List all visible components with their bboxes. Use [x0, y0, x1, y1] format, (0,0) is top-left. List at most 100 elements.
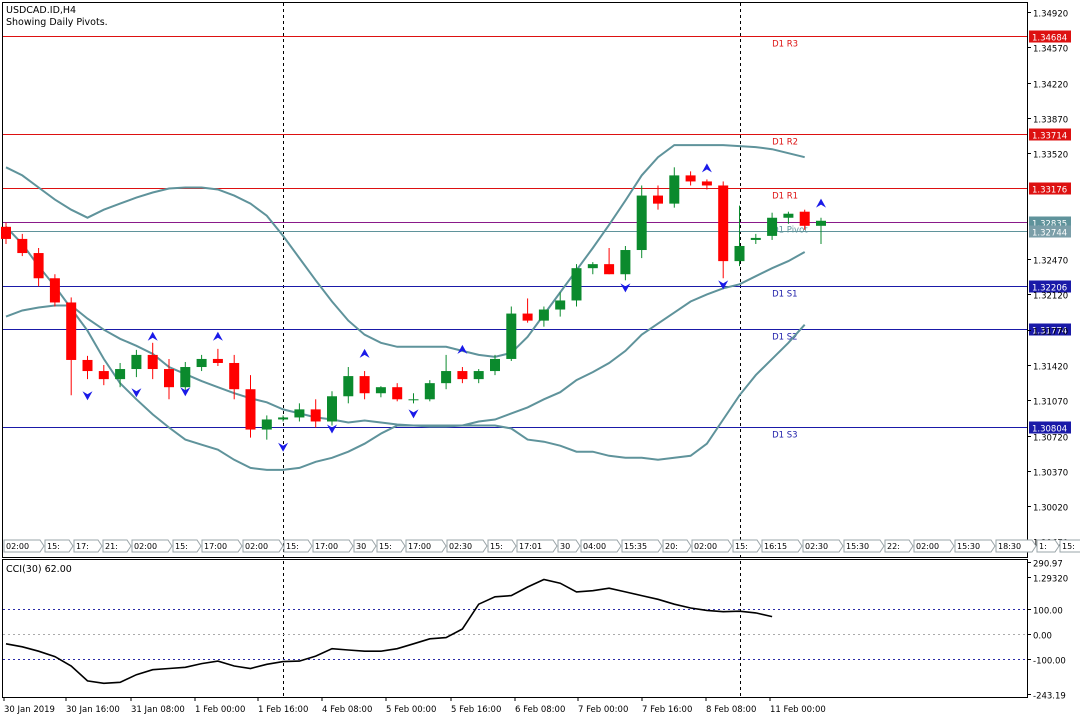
- session-tag: 15:35: [621, 539, 663, 553]
- candle: [375, 386, 386, 398]
- candle: [734, 205, 745, 267]
- price-tag: [1029, 182, 1071, 195]
- candle-body: [147, 354, 158, 370]
- pivot-line-label: D1 Pivot: [772, 226, 808, 236]
- candle: [783, 211, 794, 224]
- session-tag: 21:: [102, 539, 132, 553]
- session-tag: 15:: [1059, 539, 1080, 553]
- pivot-line-label: D1 R3: [772, 40, 798, 50]
- session-tag-box: [913, 539, 955, 553]
- session-tag: 15:: [283, 539, 313, 553]
- candle: [147, 342, 158, 380]
- session-tag-box: [1036, 539, 1060, 553]
- fractal-up-arrow: [359, 348, 370, 358]
- price-tick-label: 1.30020: [1033, 504, 1068, 514]
- session-tag-label: 18:30: [998, 542, 1021, 551]
- pivot-subtitle: Showing Daily Pivots.: [6, 17, 108, 28]
- time-tick-label: 31 Jan 08:00: [131, 705, 185, 715]
- candle: [587, 262, 598, 275]
- candle: [196, 354, 207, 372]
- price-tick-label: 1.30370: [1033, 469, 1068, 479]
- session-tag: 15:30: [843, 539, 885, 553]
- price-pane-border: [2, 2, 1028, 558]
- session-tag-label: 17:: [76, 542, 89, 551]
- fractal-down-arrow: [620, 283, 631, 293]
- candle-body: [98, 371, 109, 380]
- session-tag-box: [691, 539, 733, 553]
- session-tag-label: 17:00: [315, 542, 338, 551]
- pivot-line-label: D1 R2: [772, 138, 798, 148]
- time-tick-label: 11 Feb 00:00: [770, 705, 826, 715]
- session-tag-box: [516, 539, 558, 553]
- candle-body: [327, 396, 337, 422]
- candle: [1, 222, 11, 244]
- candle-body: [538, 309, 549, 321]
- candle-body: [229, 362, 240, 390]
- candle: [473, 369, 484, 384]
- price-tick-label: 1.31770: [1033, 328, 1068, 338]
- session-tag: 15:: [44, 539, 74, 553]
- time-tick-label: 30 Jan 16:00: [66, 705, 120, 715]
- cci-tick-label: 290.97: [1033, 560, 1063, 570]
- time-tick-label: 1 Feb 16:00: [258, 705, 308, 715]
- session-tag-box: [242, 539, 284, 553]
- session-tag: 22:: [884, 539, 914, 553]
- session-tag: 15:: [732, 539, 762, 553]
- session-tag: 17:00: [405, 539, 447, 553]
- price-tag-label: 1.32835: [1032, 220, 1067, 230]
- session-tag-box: [995, 539, 1037, 553]
- fractal-down-arrow: [131, 388, 142, 398]
- cci-axis: 290.97 100.00 0.00 -100.00 -243.19: [1027, 560, 1066, 702]
- session-tag-label: 15:: [490, 542, 503, 551]
- fractal-up-arrow: [212, 331, 223, 341]
- session-tag-box: [353, 539, 377, 553]
- price-tag: [1029, 225, 1071, 238]
- fractal-up-arrow: [457, 344, 468, 354]
- session-tag-label: 02:00: [6, 542, 29, 551]
- candle: [816, 217, 826, 244]
- time-tick-label: 1 Feb 00:00: [195, 705, 245, 715]
- time-tick-label: 8 Feb 08:00: [706, 705, 756, 715]
- candle-body: [66, 302, 77, 360]
- candle: [278, 415, 289, 422]
- session-tag-box: [73, 539, 103, 553]
- session-tag-label: 22:: [887, 542, 900, 551]
- session-tag-box: [557, 539, 581, 553]
- candle-body: [408, 399, 419, 401]
- time-axis: 30 Jan 2019 30 Jan 16:00 31 Jan 08:00 1 Feb…: [3, 697, 826, 715]
- price-pane[interactable]: D1 R3 1.34684 D1 R2 1.33714 D1 R1 1.33176 D1 P…: [1, 2, 1080, 698]
- session-tag-label: 04:00: [583, 542, 606, 551]
- cci-tick-label: 0.00: [1033, 632, 1052, 642]
- session-tag-box: [662, 539, 692, 553]
- candle-body: [799, 211, 810, 226]
- candle-body: [685, 175, 696, 182]
- session-tag-box: [405, 539, 447, 553]
- fractal-down-arrow: [278, 442, 289, 452]
- time-tick-label: 30 Jan 2019: [4, 705, 55, 715]
- candle: [701, 179, 712, 190]
- bollinger-lower-band: [5, 226, 806, 471]
- candle: [506, 306, 517, 361]
- price-tick-label: 1.31070: [1033, 398, 1068, 408]
- candle: [799, 209, 810, 230]
- candle-body: [343, 376, 354, 397]
- price-tag-label: 1.33714: [1032, 132, 1067, 142]
- candle-body: [261, 419, 272, 430]
- candle-body: [17, 238, 28, 254]
- candle-body: [636, 195, 647, 251]
- fractals: [82, 163, 826, 452]
- session-tag-label: 30: [356, 542, 366, 551]
- session-tag-label: 02:00: [916, 542, 939, 551]
- candle: [66, 297, 77, 396]
- session-tag-box: [487, 539, 517, 553]
- price-tag-label: 1.32744: [1032, 229, 1067, 239]
- candle: [229, 354, 240, 400]
- cci-title: CCI(30) 62.00: [6, 564, 72, 575]
- candle: [359, 371, 370, 400]
- candle: [327, 391, 337, 426]
- candle: [653, 185, 663, 210]
- price-tag: [1029, 30, 1071, 43]
- pivot-line-label: D1 S1: [772, 290, 797, 300]
- candle: [115, 362, 126, 388]
